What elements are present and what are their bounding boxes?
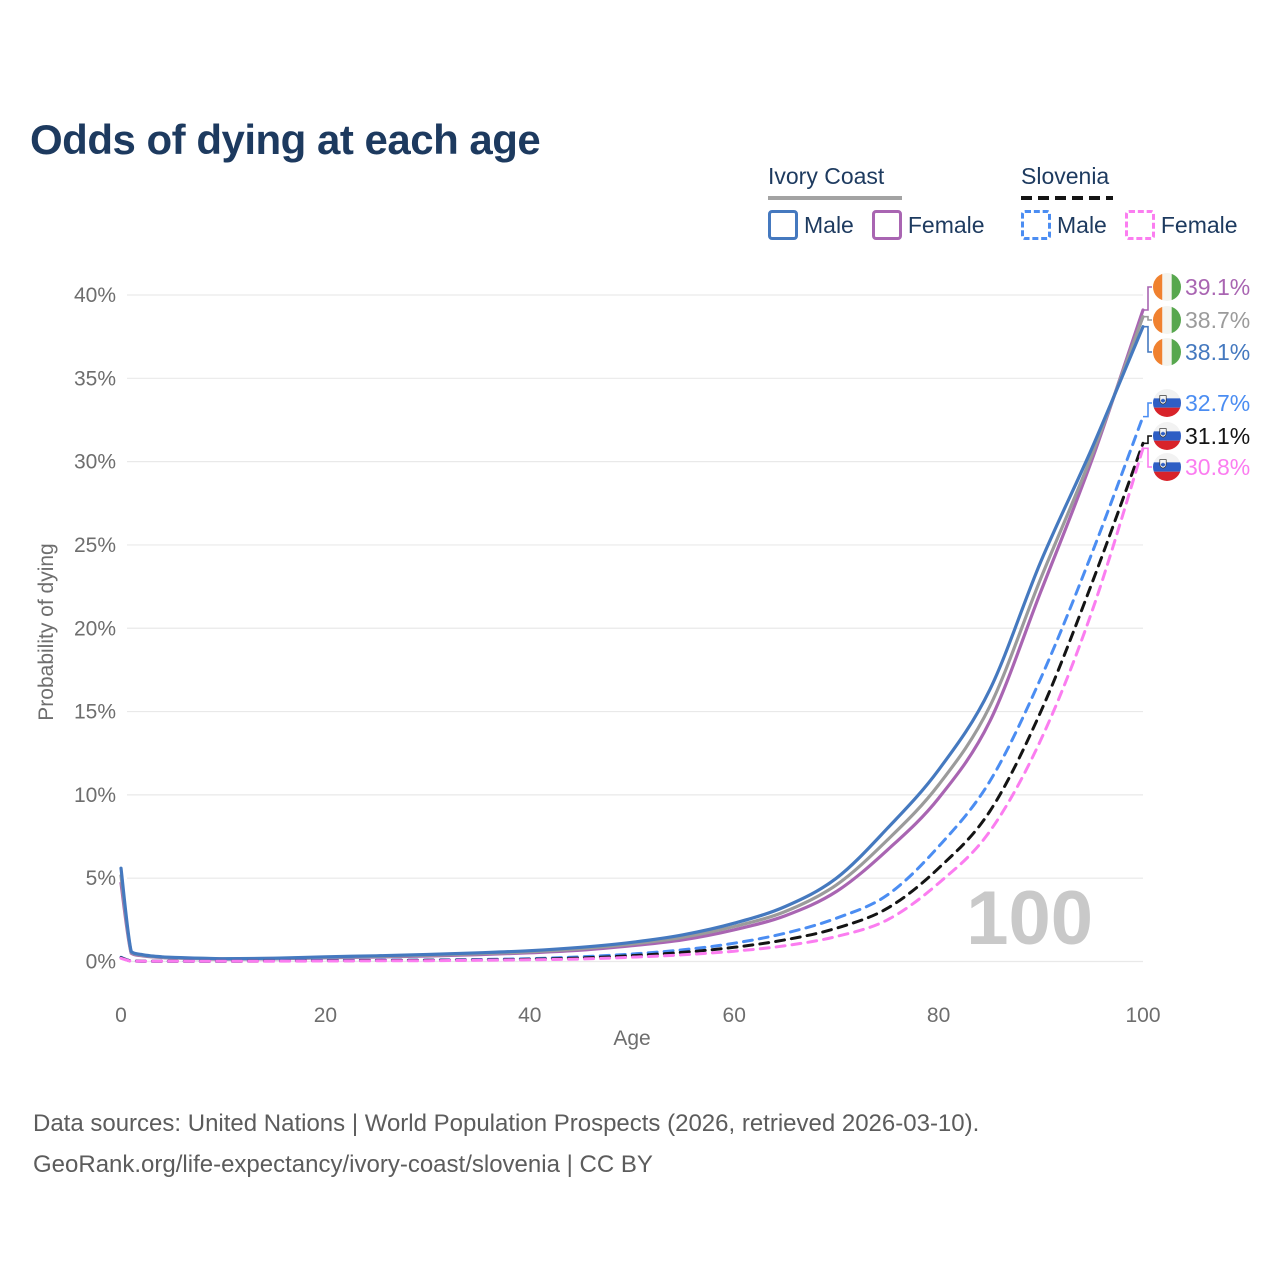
legend-swatch-slovenia-female[interactable] — [1124, 210, 1155, 240]
watermark-age-value: 100 — [966, 876, 1093, 961]
x-tick-label: 60 — [723, 1004, 746, 1027]
legend-label-ivory-coast-female[interactable]: Female — [907, 211, 985, 238]
x-tick-label: 20 — [314, 1004, 337, 1027]
series-lines — [119, 308, 1145, 963]
legend-label-slovenia-female[interactable]: Female — [1160, 211, 1238, 238]
y-tick-label: 40% — [74, 284, 116, 307]
legend-country-ivory-coast: Ivory Coast — [768, 163, 885, 189]
end-label-value: 32.7% — [1185, 390, 1250, 416]
end-label-value: 30.8% — [1185, 454, 1250, 480]
legend-group-slovenia: Slovenia Male Female — [1021, 163, 1256, 240]
axis-ticks: 0% 5% 10% 15% 20% 25% 30% 35% 40% 0 20 40 60 80 100 — [74, 284, 1161, 1027]
end-label-value: 31.1% — [1185, 423, 1250, 449]
legend-label-slovenia-male[interactable]: Male — [1057, 211, 1107, 238]
end-label-ivory-coast-female: 39.1% — [1143, 273, 1250, 311]
ivory-coast-flag-icon — [1153, 306, 1181, 334]
x-tick-label: 100 — [1125, 1004, 1160, 1027]
legend-swatch-ivory-coast-male[interactable] — [768, 210, 798, 240]
slovenia-flag-icon — [1153, 422, 1181, 450]
label-connector — [1143, 286, 1152, 311]
end-label-value: 38.7% — [1185, 307, 1250, 333]
legend-group-ivory-coast: Ivory Coast Male Female — [768, 163, 1003, 240]
y-tick-label: 20% — [74, 617, 116, 640]
legend-swatch-slovenia-male[interactable] — [1021, 210, 1051, 240]
data-sources-text: Data sources: United Nations | World Pop… — [33, 1110, 980, 1137]
x-tick-label: 0 — [115, 1004, 127, 1027]
y-tick-label: 10% — [74, 784, 116, 807]
legend-label-ivory-coast-male[interactable]: Male — [804, 211, 854, 238]
legend-linestyle-solid — [768, 196, 902, 200]
series-end-labels: 39.1% 38.7% 38.1% 32.7% 31.1% 30.8% — [1143, 273, 1250, 481]
legend-country-slovenia: Slovenia — [1021, 163, 1110, 189]
x-axis-title: Age — [613, 1027, 651, 1050]
label-connector — [1143, 402, 1152, 418]
ivory-coast-flag-icon — [1153, 338, 1181, 366]
label-connector — [1143, 315, 1152, 321]
attribution-link-text[interactable]: GeoRank.org/life-expectancy/ivory-coast/… — [33, 1151, 653, 1178]
end-label-slovenia-both-sexes: 31.1% — [1143, 422, 1250, 450]
page-title: Odds of dying at each age — [30, 116, 541, 164]
hover-age-watermark: 100 — [966, 876, 1093, 961]
y-tick-label: 30% — [74, 451, 116, 474]
x-tick-label: 80 — [927, 1004, 950, 1027]
end-label-ivory-coast-both-sexes: 38.7% — [1143, 306, 1250, 334]
end-label-slovenia-male: 32.7% — [1143, 389, 1250, 418]
end-label-ivory-coast-male: 38.1% — [1143, 325, 1250, 366]
x-tick-label: 40 — [518, 1004, 541, 1027]
slovenia-flag-icon — [1153, 389, 1181, 417]
y-tick-label: 15% — [74, 701, 116, 724]
gridlines — [127, 294, 1143, 963]
end-label-slovenia-female: 30.8% — [1143, 447, 1250, 481]
y-tick-label: 25% — [74, 534, 116, 557]
label-connector — [1143, 447, 1152, 468]
y-tick-label: 5% — [86, 867, 116, 890]
series-line-ivory-coast-male[interactable] — [119, 325, 1145, 961]
legend-linestyle-dashed — [1021, 196, 1113, 200]
ivory-coast-flag-icon — [1153, 273, 1181, 301]
label-connector — [1143, 325, 1152, 353]
series-line-ivory-coast-female[interactable] — [119, 308, 1145, 961]
y-axis-title: Probability of dying — [35, 543, 58, 721]
series-line-slovenia-female[interactable] — [119, 446, 1145, 963]
slovenia-flag-icon — [1153, 453, 1181, 481]
legend-swatch-ivory-coast-female[interactable] — [871, 210, 902, 240]
series-line-ivory-coast-both-sexes[interactable] — [119, 315, 1145, 961]
end-label-value: 38.1% — [1185, 339, 1250, 365]
y-tick-label: 0% — [86, 951, 116, 974]
label-connector — [1143, 435, 1152, 445]
y-tick-label: 35% — [74, 367, 116, 390]
end-label-value: 39.1% — [1185, 274, 1250, 300]
